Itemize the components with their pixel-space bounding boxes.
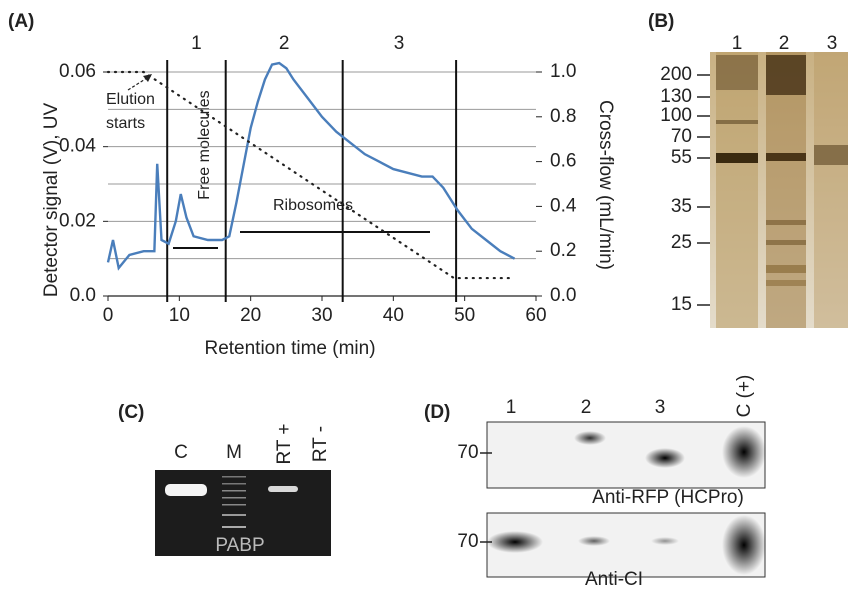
annotation: Free molecules — [196, 90, 213, 199]
panel-label: (A) — [8, 11, 34, 32]
gel-c — [155, 470, 331, 556]
fraction-label: 2 — [279, 33, 290, 54]
lane-label: 1 — [732, 33, 743, 54]
lane-label: 3 — [827, 33, 838, 54]
y2-tick-label: 0.6 — [550, 151, 576, 172]
marker-label: 15 — [671, 294, 692, 315]
y2-tick-label: 0.2 — [550, 240, 576, 261]
lane-label: RT - — [310, 426, 331, 462]
series-line — [106, 61, 516, 271]
arrow-head — [143, 74, 152, 82]
annotation: starts — [106, 115, 145, 132]
x-tick-label: 30 — [311, 305, 332, 326]
annotation: Ribosomes — [273, 197, 353, 214]
marker-label: 130 — [660, 86, 692, 107]
lane-label: M — [226, 442, 242, 463]
marker-label: 70 — [457, 442, 478, 463]
lane-label: 1 — [506, 397, 517, 418]
marker-label: 55 — [671, 147, 692, 168]
marker-label: 200 — [660, 64, 692, 85]
lane-label: 3 — [655, 397, 666, 418]
blot-d — [486, 421, 766, 578]
panel-label: (C) — [118, 402, 144, 423]
x-tick-label: 60 — [525, 305, 546, 326]
lane-label: 2 — [581, 397, 592, 418]
x-tick-label: 20 — [240, 305, 261, 326]
y-axis-label: Detector signal (V), UV — [41, 103, 62, 298]
gel-b — [710, 52, 848, 328]
panel-label: (D) — [424, 402, 450, 423]
marker-label: 25 — [671, 232, 692, 253]
marker-label: 35 — [671, 196, 692, 217]
panel-label: (B) — [648, 11, 674, 32]
lane-label: C (+) — [734, 375, 755, 418]
antibody-label: Anti-CI — [585, 569, 643, 590]
marker-label: 70 — [671, 126, 692, 147]
lane-label: C — [174, 442, 188, 463]
y2-tick-label: 0.0 — [550, 285, 576, 306]
x-tick-label: 50 — [454, 305, 475, 326]
marker-label: 70 — [457, 531, 478, 552]
fraction-label: 1 — [191, 33, 202, 54]
y2-tick-label: 1.0 — [550, 61, 576, 82]
fraction-label: 3 — [394, 33, 405, 54]
y-tick-label: 0.0 — [70, 285, 96, 306]
annotation: Elution — [106, 91, 155, 108]
antibody-label: Anti-RFP (HCPro) — [592, 487, 744, 508]
x-tick-label: 0 — [103, 305, 114, 326]
lane-label: RT + — [274, 423, 295, 464]
marker-label: 100 — [660, 105, 692, 126]
lane-label: 2 — [779, 33, 790, 54]
x-axis-label: Retention time (min) — [204, 338, 375, 359]
y2-tick-label: 0.4 — [550, 195, 577, 216]
y-tick-label: 0.02 — [59, 210, 96, 231]
x-tick-label: 40 — [383, 305, 404, 326]
x-tick-label: 10 — [169, 305, 190, 326]
y2-axis-label: Cross-flow (mL/min) — [595, 100, 616, 270]
gene-label: PABP — [215, 535, 264, 556]
y2-tick-label: 0.8 — [550, 106, 576, 127]
y-tick-label: 0.06 — [59, 61, 96, 82]
y-tick-label: 0.04 — [59, 136, 96, 157]
